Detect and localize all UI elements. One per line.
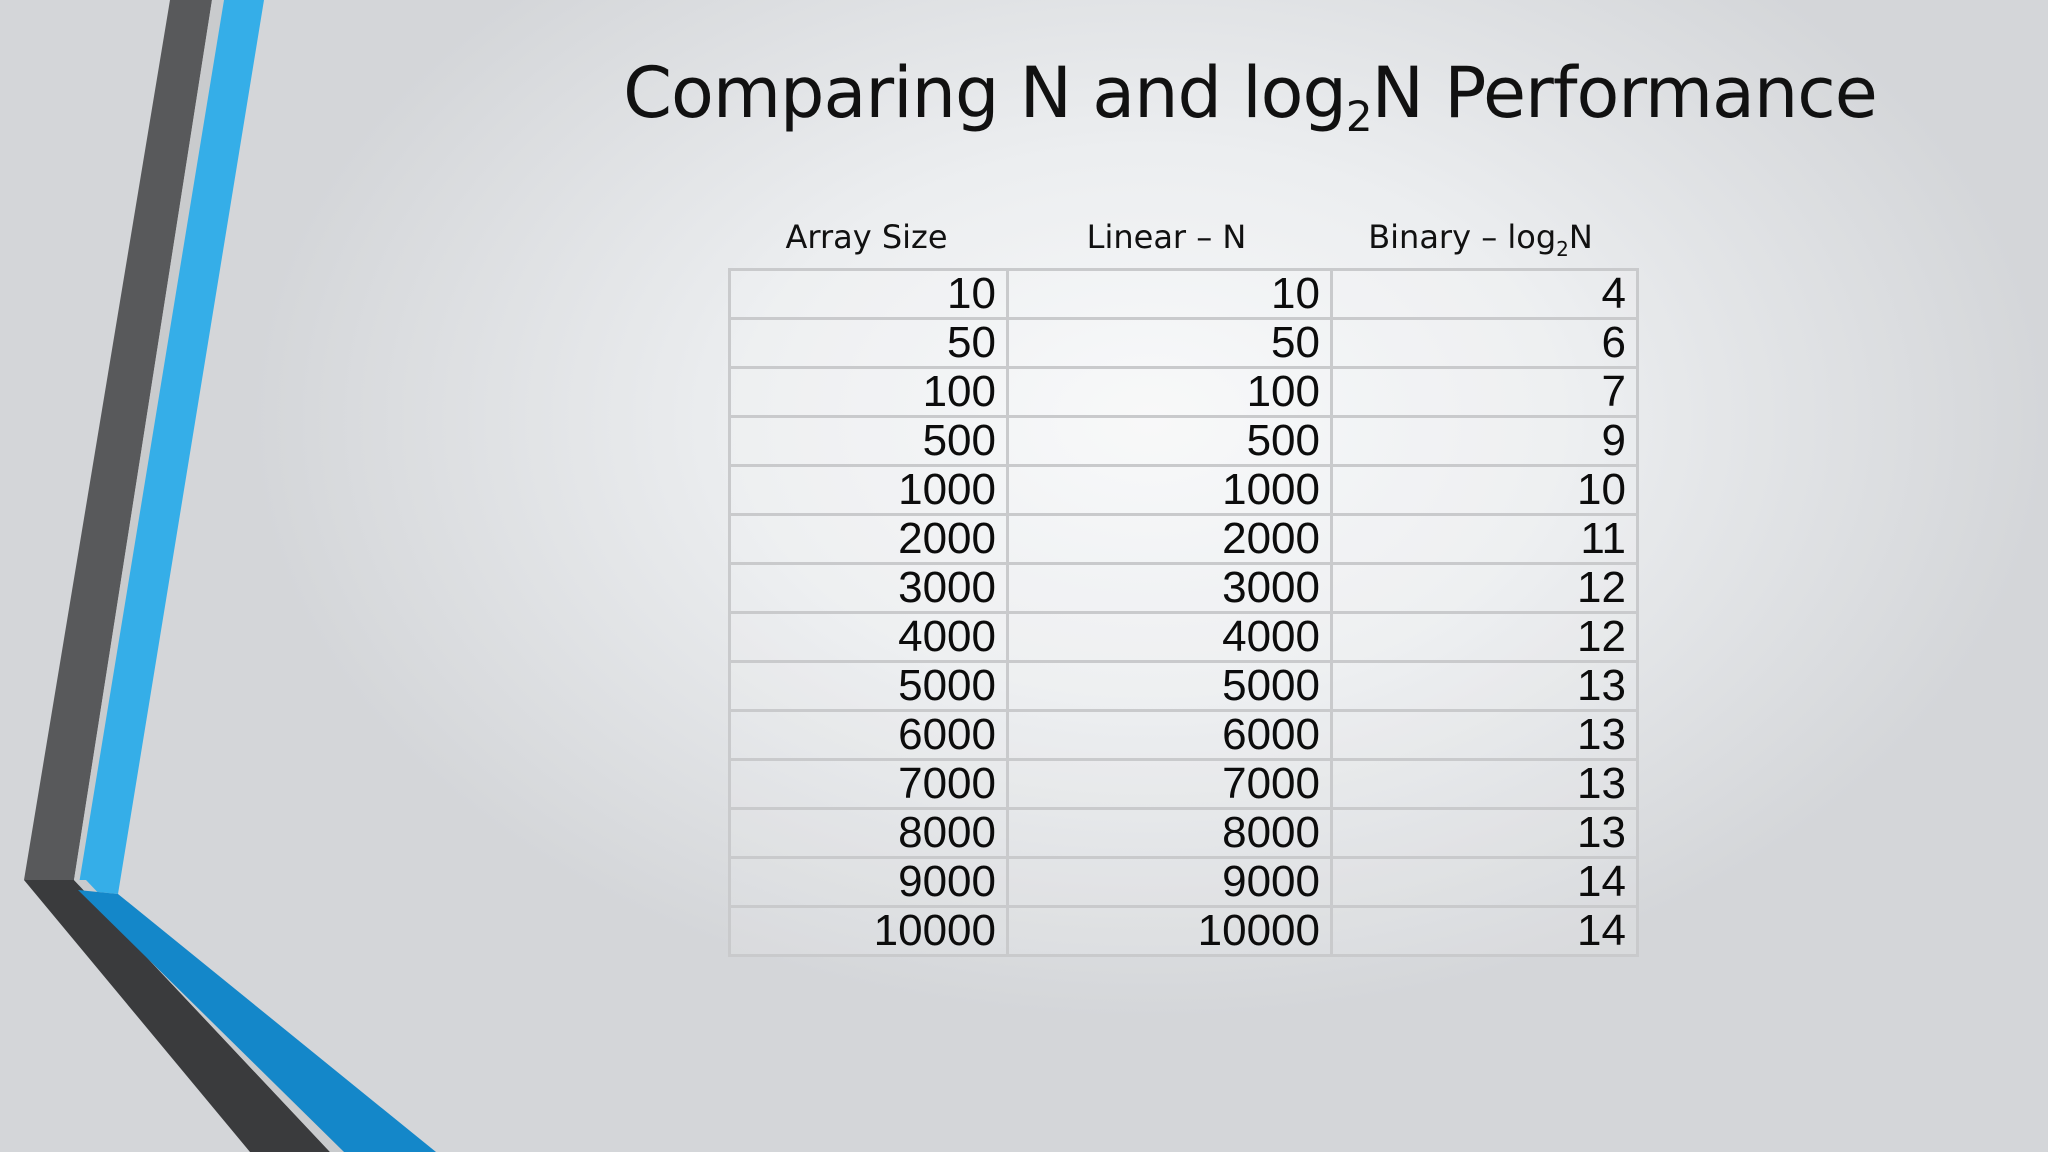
comparison-table: 10 10 4 50 50 6 100 100 7 500 500 9 1000… — [728, 268, 1639, 957]
blue-band — [78, 0, 264, 894]
cell-binary: 14 — [1330, 905, 1639, 957]
cell-binary: 9 — [1330, 415, 1639, 467]
cell-binary: 12 — [1330, 611, 1639, 663]
cell-binary: 13 — [1330, 758, 1639, 810]
title-text-before: Comparing N and log — [623, 52, 1347, 134]
cell-array-size: 50 — [728, 317, 1009, 369]
cell-binary: 7 — [1330, 366, 1639, 418]
cell-linear: 4000 — [1006, 611, 1333, 663]
cell-binary: 13 — [1330, 709, 1639, 761]
cell-linear: 3000 — [1006, 562, 1333, 614]
title-text-after: N Performance — [1371, 52, 1878, 134]
cell-array-size: 10 — [728, 268, 1009, 320]
cell-array-size: 3000 — [728, 562, 1009, 614]
table-row: 8000 8000 13 — [728, 807, 1639, 859]
table-row: 7000 7000 13 — [728, 758, 1639, 810]
cell-array-size: 9000 — [728, 856, 1009, 908]
slide-title: Comparing N and log2N Performance — [580, 52, 1920, 138]
cell-linear: 2000 — [1006, 513, 1333, 565]
cell-array-size: 100 — [728, 366, 1009, 418]
header-binary-before: Binary – log — [1368, 218, 1557, 256]
cell-binary: 14 — [1330, 856, 1639, 908]
table-row: 6000 6000 13 — [728, 709, 1639, 761]
cell-array-size: 10000 — [728, 905, 1009, 957]
cell-binary: 4 — [1330, 268, 1639, 320]
table-row: 4000 4000 12 — [728, 611, 1639, 663]
table-row: 9000 9000 14 — [728, 856, 1639, 908]
cell-linear: 7000 — [1006, 758, 1333, 810]
cell-linear: 9000 — [1006, 856, 1333, 908]
cell-linear: 8000 — [1006, 807, 1333, 859]
table-row: 10 10 4 — [728, 268, 1639, 320]
cell-linear: 100 — [1006, 366, 1333, 418]
title-subscript: 2 — [1345, 92, 1373, 141]
cell-linear: 50 — [1006, 317, 1333, 369]
cell-linear: 5000 — [1006, 660, 1333, 712]
cell-array-size: 4000 — [728, 611, 1009, 663]
gray-band-lower — [24, 880, 330, 1152]
cell-binary: 10 — [1330, 464, 1639, 516]
header-binary: Binary – log2N — [1328, 218, 1633, 259]
cell-array-size: 8000 — [728, 807, 1009, 859]
cell-array-size: 1000 — [728, 464, 1009, 516]
header-binary-after: N — [1568, 218, 1593, 256]
table-row: 1000 1000 10 — [728, 464, 1639, 516]
cell-array-size: 2000 — [728, 513, 1009, 565]
table-row: 500 500 9 — [728, 415, 1639, 467]
cell-array-size: 7000 — [728, 758, 1009, 810]
cell-array-size: 500 — [728, 415, 1009, 467]
table-row: 10000 10000 14 — [728, 905, 1639, 957]
table-row: 5000 5000 13 — [728, 660, 1639, 712]
cell-linear: 6000 — [1006, 709, 1333, 761]
table-row: 3000 3000 12 — [728, 562, 1639, 614]
cell-array-size: 5000 — [728, 660, 1009, 712]
header-array-size: Array Size — [785, 218, 948, 256]
cell-linear: 10 — [1006, 268, 1333, 320]
table-row: 100 100 7 — [728, 366, 1639, 418]
cell-binary: 6 — [1330, 317, 1639, 369]
gray-band — [24, 0, 212, 880]
cell-linear: 10000 — [1006, 905, 1333, 957]
cell-binary: 12 — [1330, 562, 1639, 614]
cell-array-size: 6000 — [728, 709, 1009, 761]
table-row: 2000 2000 11 — [728, 513, 1639, 565]
blue-band-lower — [78, 890, 436, 1152]
cell-linear: 1000 — [1006, 464, 1333, 516]
header-binary-subscript: 2 — [1556, 237, 1569, 261]
cell-binary: 11 — [1330, 513, 1639, 565]
light-separator — [74, 0, 224, 880]
cell-binary: 13 — [1330, 807, 1639, 859]
header-linear: Linear – N — [1086, 218, 1247, 256]
cell-linear: 500 — [1006, 415, 1333, 467]
cell-binary: 13 — [1330, 660, 1639, 712]
table-row: 50 50 6 — [728, 317, 1639, 369]
